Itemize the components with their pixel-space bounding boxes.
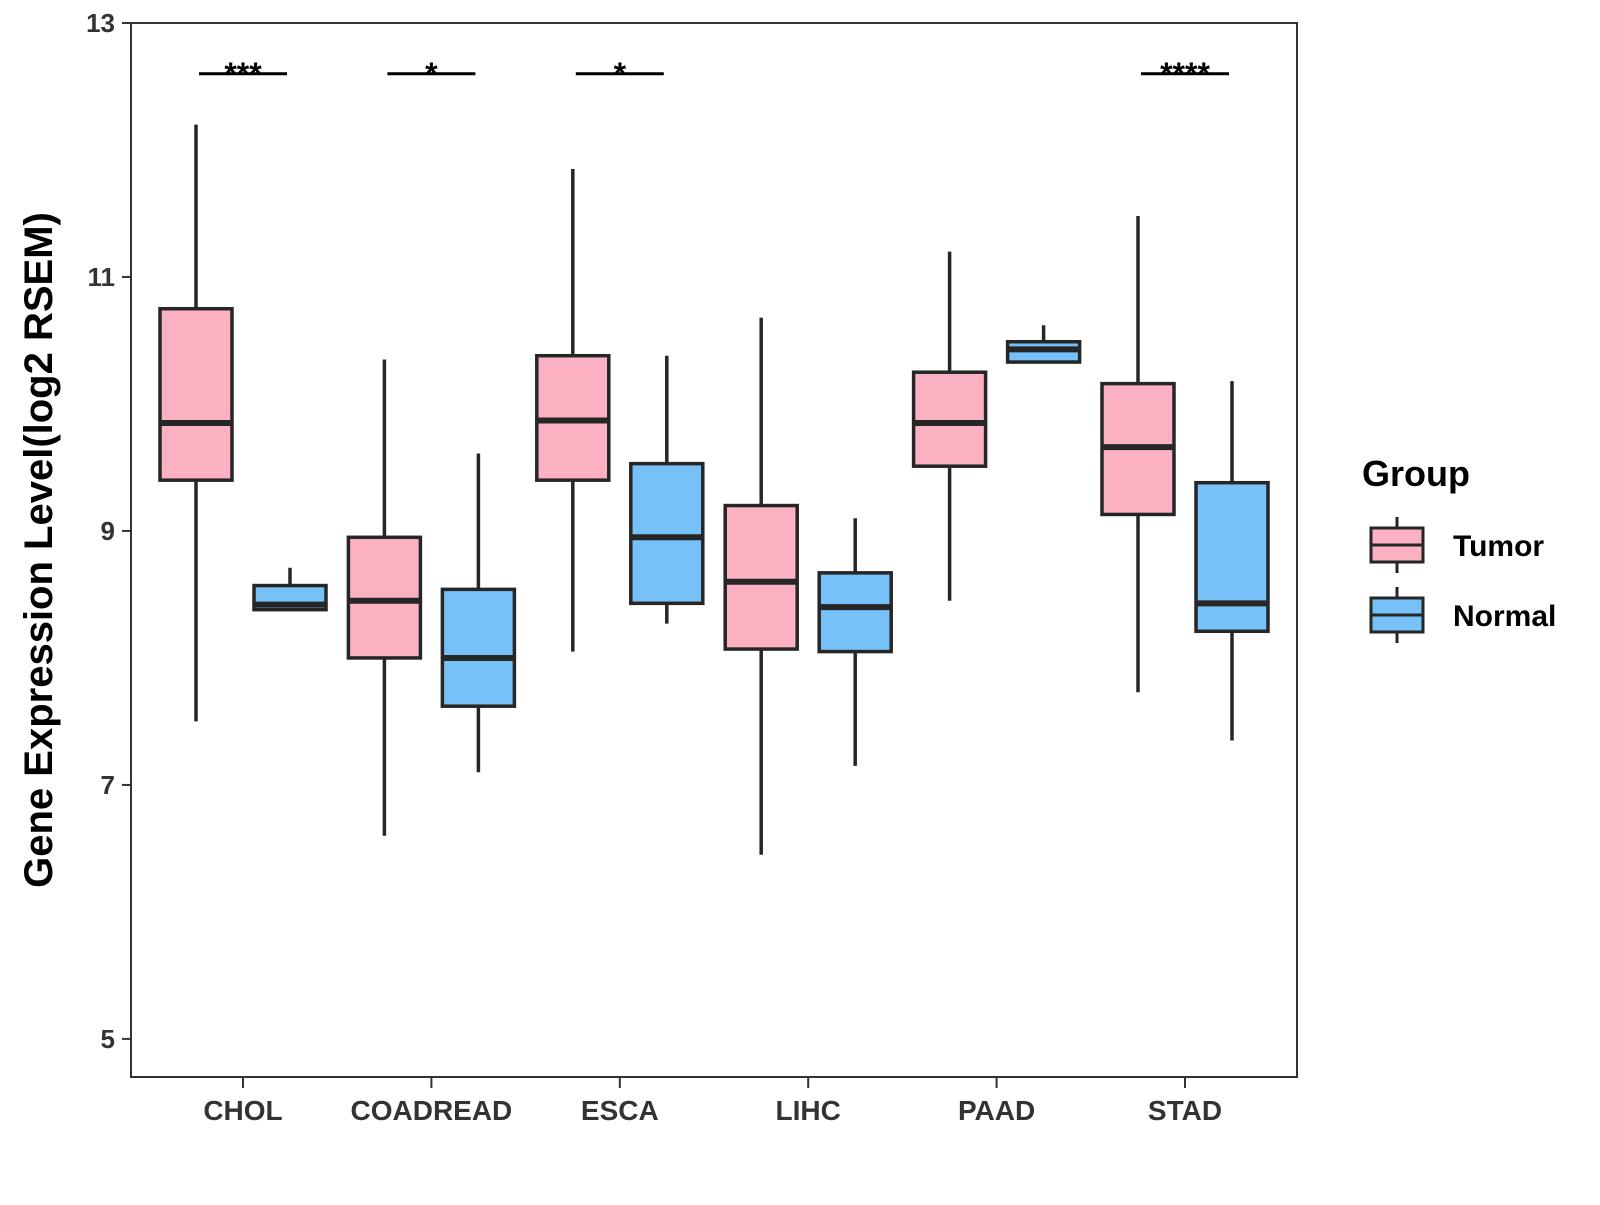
significance-esca: * — [575, 56, 664, 92]
x-tick-label: STAD — [1148, 1095, 1222, 1126]
y-tick-label: 11 — [88, 262, 116, 292]
box-tumor-esca — [535, 169, 611, 652]
plot-layer: *** * * **** — [158, 56, 1270, 855]
significance-label: **** — [1160, 56, 1210, 92]
legend-item-tumor: Tumor — [1369, 517, 1544, 573]
box-tumor-stad — [1100, 216, 1176, 693]
significance-label: *** — [224, 56, 262, 92]
significance-label: * — [614, 56, 627, 92]
box-tumor-coadread — [346, 359, 423, 836]
x-tick-label: LIHC — [776, 1095, 841, 1126]
box-tumor-chol — [158, 124, 234, 722]
box-normal-esca — [629, 355, 705, 624]
y-tick-label: 13 — [86, 8, 115, 38]
significance-label: * — [425, 56, 438, 92]
x-tick-label: CHOL — [203, 1095, 282, 1126]
box-normal-lihc — [817, 518, 893, 766]
plot-panel-border — [130, 22, 1298, 1078]
box-normal-stad — [1194, 381, 1270, 741]
box-iqr — [629, 461, 705, 606]
box-normal-paad — [1005, 325, 1082, 364]
legend-title: Group — [1362, 453, 1470, 494]
legend: Group Tumor Normal — [1362, 453, 1556, 643]
y-axis-title: Gene Expression Level(log2 RSEM) — [17, 212, 61, 888]
box-iqr — [346, 535, 423, 660]
legend-item-normal: Normal — [1369, 587, 1556, 643]
box-iqr — [440, 587, 517, 708]
box-normal-chol — [252, 567, 328, 612]
box-iqr — [723, 503, 799, 651]
box-iqr — [817, 571, 893, 654]
box-tumor-paad — [911, 251, 988, 601]
box-iqr — [1194, 480, 1270, 634]
axis-layer: 5 7 9 11 13 CHOL COADREAD ESCA LIHC PAAD STAD Gene … — [17, 8, 1298, 1126]
legend-label: Normal — [1453, 600, 1556, 633]
y-tick-label: 5 — [101, 1024, 115, 1054]
significance-coadread: * — [387, 56, 476, 92]
y-tick-label: 7 — [101, 770, 115, 800]
box-tumor-lihc — [723, 317, 799, 855]
x-tick-label: COADREAD — [351, 1095, 513, 1126]
box-iqr — [911, 370, 988, 468]
box-iqr — [158, 306, 234, 482]
x-tick-label: ESCA — [581, 1095, 659, 1126]
x-tick-label: PAAD — [958, 1095, 1035, 1126]
significance-chol: *** — [199, 56, 287, 92]
box-normal-coadread — [440, 453, 517, 773]
legend-label: Tumor — [1453, 530, 1544, 563]
y-tick-label: 9 — [101, 516, 115, 546]
significance-stad: **** — [1141, 56, 1229, 92]
